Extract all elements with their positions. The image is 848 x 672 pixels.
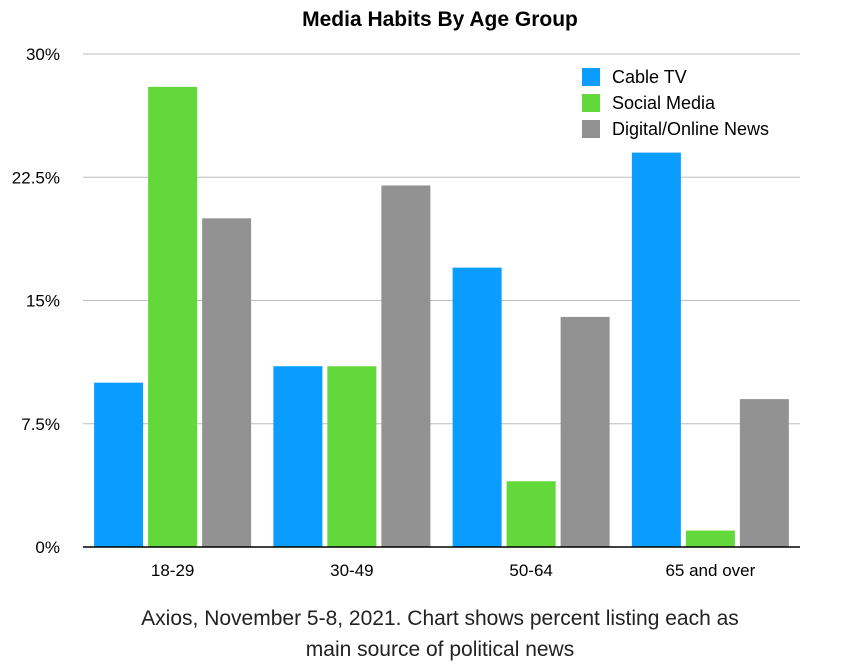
legend-label: Cable TV xyxy=(612,67,687,87)
chart-title: Media Habits By Age Group xyxy=(302,8,578,31)
y-tick-label: 15% xyxy=(26,292,60,311)
bar-cable-tv-18-29 xyxy=(94,382,144,547)
bar-digital-online-news-30-49 xyxy=(381,185,431,547)
caption-line-1: Axios, November 5-8, 2021. Chart shows p… xyxy=(141,607,739,630)
caption-line-2: main source of political news xyxy=(306,638,574,661)
x-tick-label: 18-29 xyxy=(151,561,194,580)
legend-label: Social Media xyxy=(612,93,716,113)
bar-cable-tv-30-49 xyxy=(273,366,323,547)
legend-label: Digital/Online News xyxy=(612,119,769,139)
y-tick-label: 0% xyxy=(35,538,60,557)
bars xyxy=(94,86,789,548)
bar-cable-tv-65-and-over xyxy=(631,152,681,547)
bar-social-media-30-49 xyxy=(327,366,377,547)
y-tick-label: 30% xyxy=(26,45,60,64)
x-tick-label: 50-64 xyxy=(509,561,552,580)
y-axis-ticks: 0% 7.5% 15% 22.5% 30% xyxy=(12,45,60,557)
bar-digital-online-news-50-64 xyxy=(560,316,610,547)
legend: Cable TV Social Media Digital/Online News xyxy=(582,67,769,139)
x-axis-ticks: 18-29 30-49 50-64 65 and over xyxy=(151,561,756,580)
x-tick-label: 65 and over xyxy=(665,561,755,580)
x-tick-label: 30-49 xyxy=(330,561,373,580)
bar-digital-online-news-65-and-over xyxy=(739,399,789,547)
bar-digital-online-news-18-29 xyxy=(202,218,252,548)
bar-social-media-50-64 xyxy=(506,481,556,547)
bar-cable-tv-50-64 xyxy=(452,267,502,547)
bar-social-media-18-29 xyxy=(148,86,198,547)
legend-swatch xyxy=(582,120,600,138)
y-tick-label: 7.5% xyxy=(21,415,60,434)
legend-swatch xyxy=(582,94,600,112)
y-tick-label: 22.5% xyxy=(12,168,60,187)
legend-swatch xyxy=(582,68,600,86)
bar-social-media-65-and-over xyxy=(685,530,735,547)
